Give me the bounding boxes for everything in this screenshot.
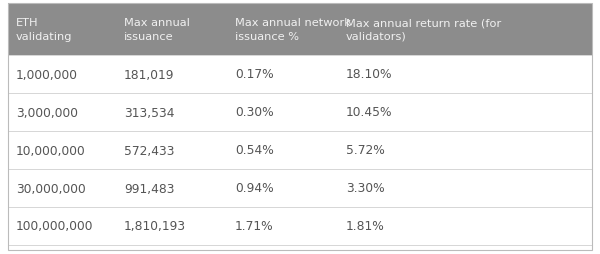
Bar [8, 207, 592, 245]
Text: 0.30%: 0.30% [235, 106, 274, 119]
Text: Max annual network
issuance %: Max annual network issuance % [235, 18, 351, 41]
Text: 572,433: 572,433 [124, 144, 175, 157]
Text: 30,000,000: 30,000,000 [16, 182, 86, 195]
Text: 0.94%: 0.94% [235, 182, 274, 195]
Text: 1.71%: 1.71% [235, 220, 274, 233]
Text: 313,534: 313,534 [124, 106, 175, 119]
Text: 10.45%: 10.45% [346, 106, 392, 119]
Bar [8, 169, 592, 207]
Text: 100,000,000: 100,000,000 [16, 220, 94, 233]
Text: 3,000,000: 3,000,000 [16, 106, 78, 119]
Text: 0.54%: 0.54% [235, 144, 274, 157]
Bar [8, 132, 592, 169]
Bar [8, 94, 592, 132]
Text: 1,000,000: 1,000,000 [16, 68, 78, 81]
Bar [8, 4, 592, 56]
Text: 3.30%: 3.30% [346, 182, 385, 195]
Text: 1.81%: 1.81% [346, 220, 385, 233]
Text: Max annual
issuance: Max annual issuance [124, 18, 190, 41]
Text: 181,019: 181,019 [124, 68, 175, 81]
Text: 991,483: 991,483 [124, 182, 175, 195]
Text: 10,000,000: 10,000,000 [16, 144, 86, 157]
Text: Max annual return rate (for
validators): Max annual return rate (for validators) [346, 18, 501, 41]
Text: ETH
validating: ETH validating [16, 18, 73, 41]
Bar [8, 56, 592, 94]
Text: 0.17%: 0.17% [235, 68, 274, 81]
Text: 18.10%: 18.10% [346, 68, 392, 81]
Text: 5.72%: 5.72% [346, 144, 385, 157]
Text: 1,810,193: 1,810,193 [124, 220, 186, 233]
